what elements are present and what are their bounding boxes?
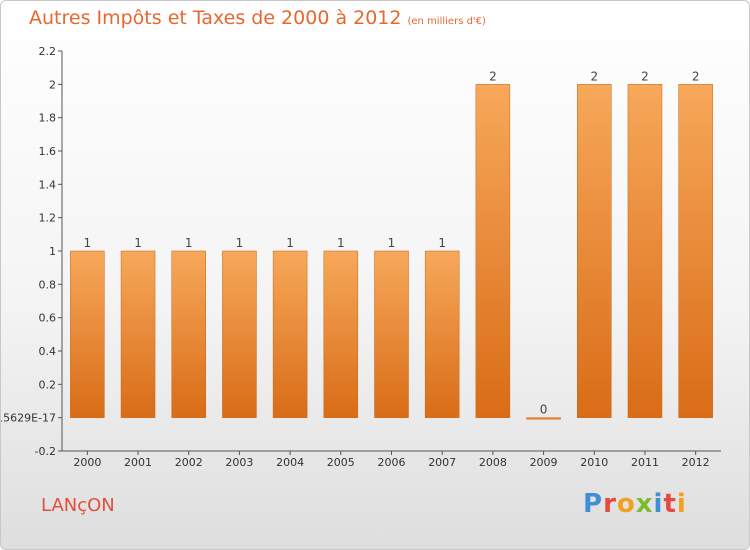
chart-unit: (en milliers d'€): [407, 16, 486, 27]
bar-2001: [120, 250, 156, 418]
x-tick-label-2001: 2001: [124, 456, 152, 469]
y-tick-label: 1.4: [39, 178, 57, 191]
y-tick-label: 2: [49, 78, 56, 91]
x-tick-label-2008: 2008: [479, 456, 507, 469]
x-tick-label-2007: 2007: [428, 456, 456, 469]
y-tick-label: 1: [49, 245, 56, 258]
y-tick-label: 1.8: [39, 112, 57, 125]
x-tick-label-2003: 2003: [225, 456, 253, 469]
bar-2002: [171, 250, 206, 418]
x-tick-label-2004: 2004: [276, 456, 304, 469]
data-label-2009: 0: [540, 403, 548, 417]
chart-title: Autres Impôts et Taxes de 2000 à 2012 (en…: [29, 7, 486, 29]
y-tick-label: 2.2: [39, 45, 57, 58]
bar-2010: [577, 84, 612, 418]
proxiti-logo: Proxiti: [583, 489, 687, 519]
y-tick-label: 1.15629E-17: [1, 412, 56, 425]
data-label-2008: 2: [489, 69, 497, 83]
x-tick-label-2006: 2006: [378, 456, 406, 469]
x-tick-label-2000: 2000: [73, 456, 101, 469]
bar-2005: [323, 250, 359, 418]
data-label-2010: 2: [590, 69, 598, 83]
data-label-2012: 2: [692, 69, 700, 83]
data-label-2004: 1: [286, 236, 294, 250]
x-tick-label-2012: 2012: [682, 456, 710, 469]
bar-2006: [374, 250, 409, 418]
y-tick-label: 0.2: [39, 378, 57, 391]
y-tick-label: 1.6: [39, 145, 57, 158]
bar-2000: [70, 250, 105, 418]
bar-2003: [222, 250, 257, 418]
data-label-2011: 2: [641, 69, 649, 83]
data-label-2005: 1: [337, 236, 345, 250]
data-label-2002: 1: [185, 236, 193, 250]
location-name: LANçON: [41, 495, 115, 516]
data-label-2003: 1: [236, 236, 244, 250]
y-tick-label: 1.2: [39, 212, 57, 225]
bar-2009: [526, 417, 561, 420]
x-tick-label-2010: 2010: [580, 456, 608, 469]
bar-2012: [678, 84, 713, 418]
y-tick-label: -0.2: [35, 445, 56, 458]
x-tick-label-2009: 2009: [530, 456, 558, 469]
y-tick-label: 0.4: [39, 345, 57, 358]
y-tick-label: 0.6: [39, 312, 57, 325]
data-label-2001: 1: [134, 236, 142, 250]
x-tick-label-2011: 2011: [631, 456, 659, 469]
bar-2011: [627, 84, 663, 418]
data-label-2000: 1: [84, 236, 92, 250]
x-tick-label-2005: 2005: [327, 456, 355, 469]
chart-title-text: Autres Impôts et Taxes de 2000 à 2012: [29, 7, 402, 29]
data-label-2006: 1: [388, 236, 396, 250]
bar-2004: [272, 250, 308, 418]
data-label-2007: 1: [438, 236, 446, 250]
y-tick-label: 0.8: [39, 278, 57, 291]
bar-2008: [475, 84, 511, 418]
bar-2007: [424, 250, 460, 418]
x-tick-label-2002: 2002: [175, 456, 203, 469]
